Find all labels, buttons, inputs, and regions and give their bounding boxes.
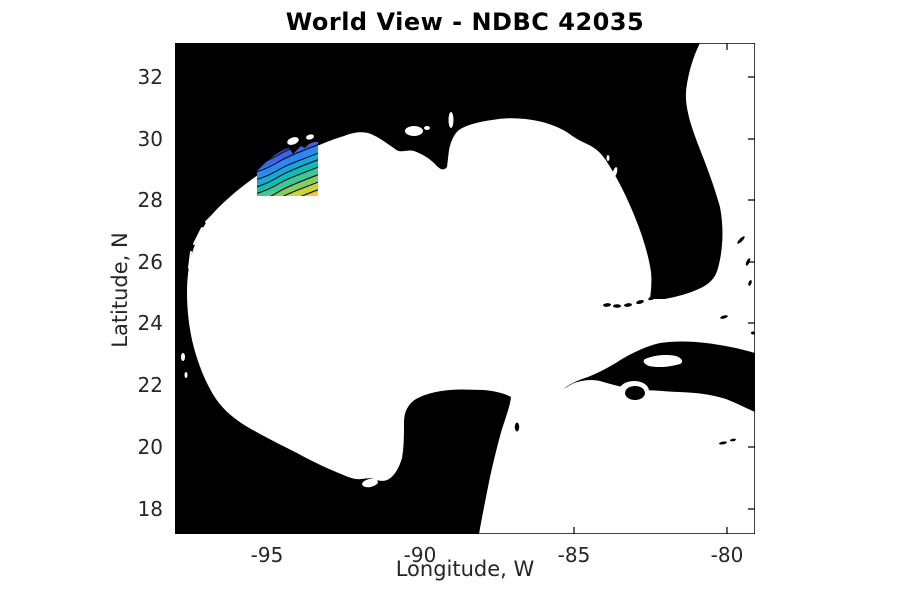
x-tick-label: -85 [557, 543, 591, 567]
florida-keys [603, 285, 679, 308]
y-tick-label: 18 [137, 497, 163, 521]
y-tick-label: 20 [137, 435, 163, 459]
cuba-gulf-of-batabano [643, 355, 683, 368]
galveston-bay [287, 137, 299, 145]
axis-ticks [175, 43, 755, 534]
tampa-bay [612, 167, 618, 177]
gulf-of-mexico-map [175, 43, 755, 534]
plot-title: World View - NDBC 42035 [285, 8, 645, 36]
y-tick-label: 28 [137, 188, 163, 212]
charlotte-harbor [606, 155, 610, 161]
map-plot-area [175, 43, 755, 534]
y-tick-label: 32 [137, 65, 163, 89]
y-axis-label: Latitude, N [108, 232, 132, 348]
water-gulf-of-mexico [187, 43, 755, 534]
cuba [563, 341, 755, 412]
laguna-de-terminos [362, 478, 378, 488]
lake-pontchartrain [405, 126, 423, 136]
x-tick-label: -95 [250, 543, 284, 567]
mobile-bay [448, 112, 454, 128]
lake-borgne [424, 126, 430, 130]
cayman-islands [719, 438, 736, 445]
coastal-bay [306, 134, 314, 140]
y-tick-label: 30 [137, 127, 163, 151]
y-tick-label: 24 [137, 311, 163, 335]
mexico-coast-lagoon [184, 372, 188, 378]
x-axis-label: Longitude, W [395, 557, 535, 581]
x-tick-label: -80 [710, 543, 744, 567]
x-tick-label: -90 [403, 543, 437, 567]
y-tick-label: 26 [137, 250, 163, 274]
texas-barrier-islands [188, 187, 247, 269]
mexico-coast-lagoon [181, 353, 185, 361]
y-tick-label: 22 [137, 373, 163, 397]
cozumel-island [514, 422, 520, 432]
isla-de-la-juventud [625, 386, 645, 400]
